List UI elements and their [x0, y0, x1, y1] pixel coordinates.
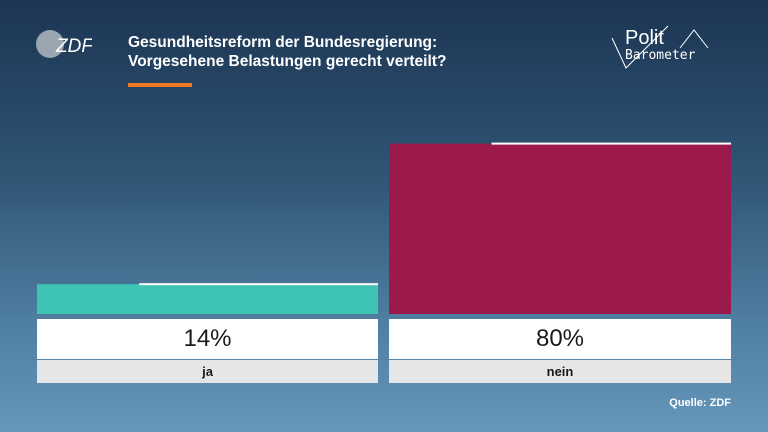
- value-label-ja: 14%: [37, 319, 378, 359]
- zdf-logo: ZDF: [36, 30, 92, 58]
- category-label-ja: ja: [37, 360, 378, 383]
- chart-title: Gesundheitsreform der Bundesregierung: V…: [128, 33, 446, 71]
- previous-marker-ja: [139, 283, 378, 286]
- bar-ja: [37, 284, 378, 314]
- polit-text: Polit: [625, 27, 664, 49]
- chart-title-line-2: Vorgesehene Belastungen gerecht verteilt…: [128, 53, 447, 70]
- source-label: Quelle: ZDF: [669, 397, 731, 409]
- title-accent-line: [128, 83, 192, 87]
- bar-nein: [389, 143, 731, 314]
- value-label-nein: 80%: [389, 319, 731, 359]
- previous-marker-nein: [491, 142, 731, 145]
- checkmark-icon: [611, 25, 669, 69]
- category-label-nein: nein: [389, 360, 731, 383]
- zdf-logo-text: ZDF: [55, 36, 92, 57]
- checkmark-icon: [679, 29, 709, 49]
- politbarometer-logo: Polit Barometer: [611, 25, 709, 69]
- chart-title-line-1: Gesundheitsreform der Bundesregierung:: [128, 34, 438, 51]
